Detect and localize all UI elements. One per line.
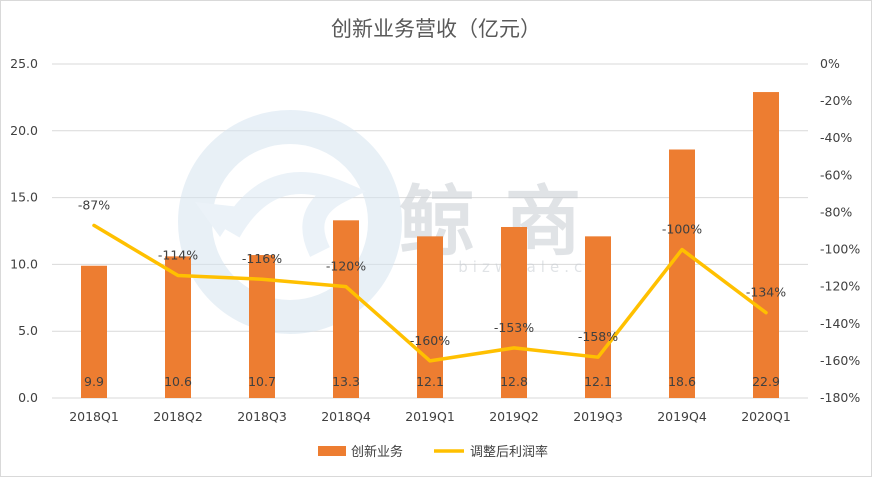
bar-value-label: 12.1 — [584, 374, 612, 389]
left-axis-tick: 5.0 — [18, 323, 38, 338]
x-axis-tick: 2018Q1 — [69, 409, 119, 424]
left-axis-tick: 20.0 — [10, 123, 38, 138]
bar-value-label: 22.9 — [752, 374, 780, 389]
watermark-logo-ring — [178, 110, 402, 334]
legend-swatch-bar — [318, 446, 346, 456]
bar — [333, 220, 359, 398]
bar — [81, 265, 107, 398]
x-axis-tick: 2018Q4 — [321, 409, 371, 424]
right-axis-tick: -120% — [820, 279, 860, 294]
line-value-label: -160% — [410, 333, 450, 348]
x-axis-tick: 2019Q3 — [573, 409, 623, 424]
bar-value-label: 10.7 — [248, 374, 276, 389]
right-axis-tick: -20% — [820, 93, 852, 108]
x-axis-tick: 2018Q2 — [153, 409, 203, 424]
right-axis-tick: -180% — [820, 390, 860, 405]
right-axis-tick: -140% — [820, 316, 860, 331]
right-axis-tick: -100% — [820, 242, 860, 257]
right-axis-tick: -60% — [820, 167, 852, 182]
x-axis-tick: 2018Q3 — [237, 409, 287, 424]
watermark-logo-wave — [220, 172, 367, 257]
bar-value-label: 10.6 — [164, 374, 192, 389]
line-series — [92, 223, 768, 363]
right-axis-tick: -160% — [820, 353, 860, 368]
x-axis-tick: 2019Q4 — [657, 409, 707, 424]
bar-value-label: 12.8 — [500, 374, 528, 389]
bar — [501, 226, 527, 398]
left-axis-tick: 0.0 — [18, 390, 38, 405]
x-axis-tick: 2020Q1 — [741, 409, 791, 424]
line-value-label: -116% — [242, 251, 282, 266]
right-axis-tick: -80% — [820, 204, 852, 219]
line-value-label: -158% — [578, 329, 618, 344]
left-axis-tick: 25.0 — [10, 56, 38, 71]
legend-label-line: 调整后利润率 — [470, 444, 548, 460]
legend-label-bar: 创新业务 — [351, 444, 403, 460]
watermark-logo-tail — [195, 202, 240, 237]
bar-value-label: 13.3 — [332, 374, 360, 389]
bar-value-label: 12.1 — [416, 374, 444, 389]
bar — [753, 92, 779, 398]
line-value-label: -120% — [326, 259, 366, 274]
left-axis-tick: 15.0 — [10, 190, 38, 205]
bar — [669, 149, 695, 398]
bar-value-label: 18.6 — [668, 374, 696, 389]
line-value-label: -87% — [78, 197, 110, 212]
bar — [165, 256, 191, 398]
x-axis-tick: 2019Q2 — [489, 409, 539, 424]
line-value-label: -100% — [662, 222, 702, 237]
bar-value-label: 9.9 — [84, 374, 104, 389]
right-axis-tick: 0% — [820, 56, 840, 71]
left-axis-tick: 10.0 — [10, 256, 38, 271]
watermark-url: bizwhale.cn — [458, 258, 601, 276]
line-value-label: -134% — [746, 285, 786, 300]
x-axis-tick: 2019Q1 — [405, 409, 455, 424]
right-axis-tick: -40% — [820, 130, 852, 145]
legend: 创新业务 调整后利润率 — [318, 444, 548, 460]
chart-title: 创新业务营收（亿元） — [331, 17, 541, 41]
line-value-label: -153% — [494, 320, 534, 335]
bar — [585, 236, 611, 398]
bar — [417, 236, 443, 398]
line-value-label: -114% — [158, 248, 198, 263]
